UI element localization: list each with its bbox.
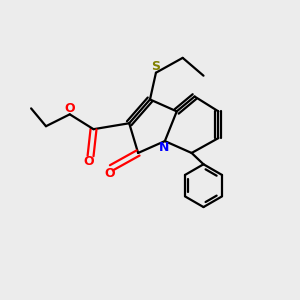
- Text: O: O: [84, 155, 94, 168]
- Text: O: O: [64, 102, 75, 115]
- Text: S: S: [152, 60, 160, 73]
- Text: N: N: [159, 141, 169, 154]
- Text: O: O: [105, 167, 115, 180]
